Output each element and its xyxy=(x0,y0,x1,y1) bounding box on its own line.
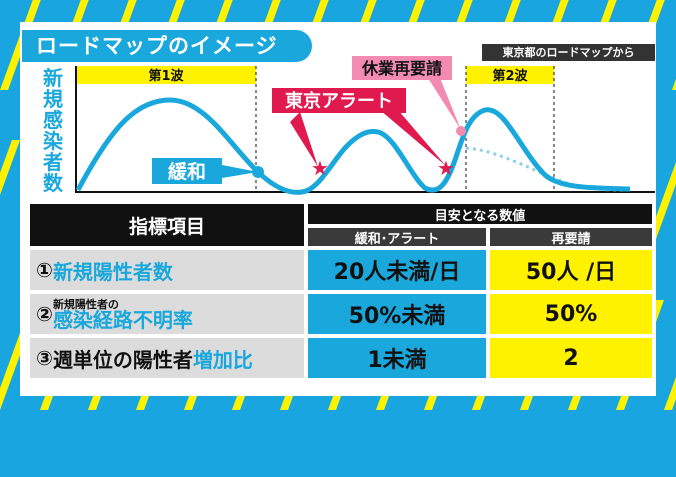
suppressed-curve xyxy=(465,146,631,192)
col-rerequest: 再要請 xyxy=(490,228,652,247)
alert-pointer xyxy=(380,110,446,166)
wave2-band xyxy=(466,66,554,84)
row-1-rerequest: 50人 /日 xyxy=(490,250,652,290)
alert-label: 東京アラート xyxy=(285,90,393,112)
row-1-indicator: ① 新規陽性者数 xyxy=(30,250,304,290)
indicator-name-highlight: 増加比 xyxy=(192,347,253,372)
source-label: 東京都のロードマップから xyxy=(482,44,655,61)
star-icon: ★ xyxy=(311,156,329,180)
stripe xyxy=(0,140,20,195)
relax-label: 緩和 xyxy=(168,160,206,183)
indicator-name: 新規陽性者数 xyxy=(52,259,173,284)
row-3-relax: 1未満 xyxy=(308,338,486,378)
row-number: ③ xyxy=(36,346,53,370)
relax-dot xyxy=(252,166,264,178)
relax-box xyxy=(152,158,222,184)
row-2-indicator: ② 新規陽性者の 感染経路不明率 xyxy=(30,294,304,334)
rerequest-box xyxy=(352,56,452,80)
row-3-indicator: ③ 週単位の陽性者 増加比 xyxy=(30,338,304,378)
indicator-prefix: 新規陽性者の xyxy=(52,297,119,311)
indicator-name: 感染経路不明率 xyxy=(52,307,193,332)
row-3-rerequest: 2 xyxy=(490,338,652,378)
row-1-relax: 20人未満/日 xyxy=(308,250,486,290)
wave2-label: 第2波 xyxy=(492,68,528,84)
row-2-rerequest: 50% xyxy=(490,294,652,334)
col-relax-alert: 緩和･アラート xyxy=(308,228,486,247)
stripe xyxy=(664,377,676,410)
y-axis-label: 新規感染者数 xyxy=(43,66,63,195)
rerequest-dot xyxy=(456,126,466,136)
relax-pointer xyxy=(222,165,258,178)
alert-box xyxy=(272,88,406,113)
stripe xyxy=(672,79,676,90)
wave1-band xyxy=(77,66,256,84)
star-icon: ★ xyxy=(437,156,455,180)
axes xyxy=(75,66,655,193)
header-indicator: 指標項目 xyxy=(30,204,304,246)
wave1-label: 第1波 xyxy=(148,68,184,84)
row-2-relax: 50%未満 xyxy=(308,294,486,334)
alert-pointer xyxy=(290,112,318,167)
case-curve xyxy=(75,97,631,195)
page-title: ロードマップのイメージ xyxy=(22,30,312,62)
rerequest-label: 休業再要請 xyxy=(361,59,442,78)
row-number: ② xyxy=(36,302,53,326)
row-number: ① xyxy=(36,258,53,282)
indicator-name: 週単位の陽性者 xyxy=(52,347,193,372)
header-target-values: 目安となる数値 xyxy=(308,204,652,224)
rerequest-pointer xyxy=(428,78,461,130)
